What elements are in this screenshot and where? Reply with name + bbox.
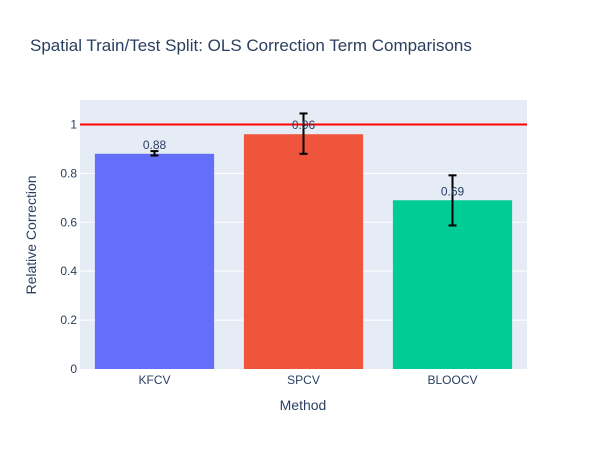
y-tick-label: 0 — [70, 362, 77, 376]
x-axis-ticks: KFCV SPCV BLOOCV — [138, 373, 477, 387]
bar-bloocv — [392, 200, 513, 369]
x-tick-label: SPCV — [287, 373, 320, 387]
bar-kfcv — [94, 153, 215, 369]
chart-title: Spatial Train/Test Split: OLS Correction… — [30, 36, 472, 55]
error-bar — [150, 150, 159, 157]
data-label: 0.96 — [292, 118, 316, 132]
y-tick-label: 1 — [70, 117, 77, 131]
x-tick-label: KFCV — [138, 373, 170, 387]
y-tick-label: 0.8 — [60, 166, 77, 180]
error-bar — [299, 112, 308, 155]
bar-spcv — [243, 134, 364, 369]
y-tick-label: 0.6 — [60, 215, 77, 229]
bars — [94, 134, 513, 369]
error-bar — [448, 174, 457, 227]
data-labels: 0.88 0.96 0.69 — [143, 118, 465, 198]
y-axis-ticks: 0 0.2 0.4 0.6 0.8 1 — [60, 117, 77, 376]
y-axis-title: Relative Correction — [23, 175, 39, 294]
data-label: 0.69 — [441, 184, 465, 198]
y-tick-label: 0.4 — [60, 264, 77, 278]
error-bars — [150, 112, 457, 227]
y-tick-label: 0.2 — [60, 313, 77, 327]
x-axis-title: Method — [280, 397, 327, 413]
data-label: 0.88 — [143, 138, 167, 152]
x-tick-label: BLOOCV — [427, 373, 477, 387]
